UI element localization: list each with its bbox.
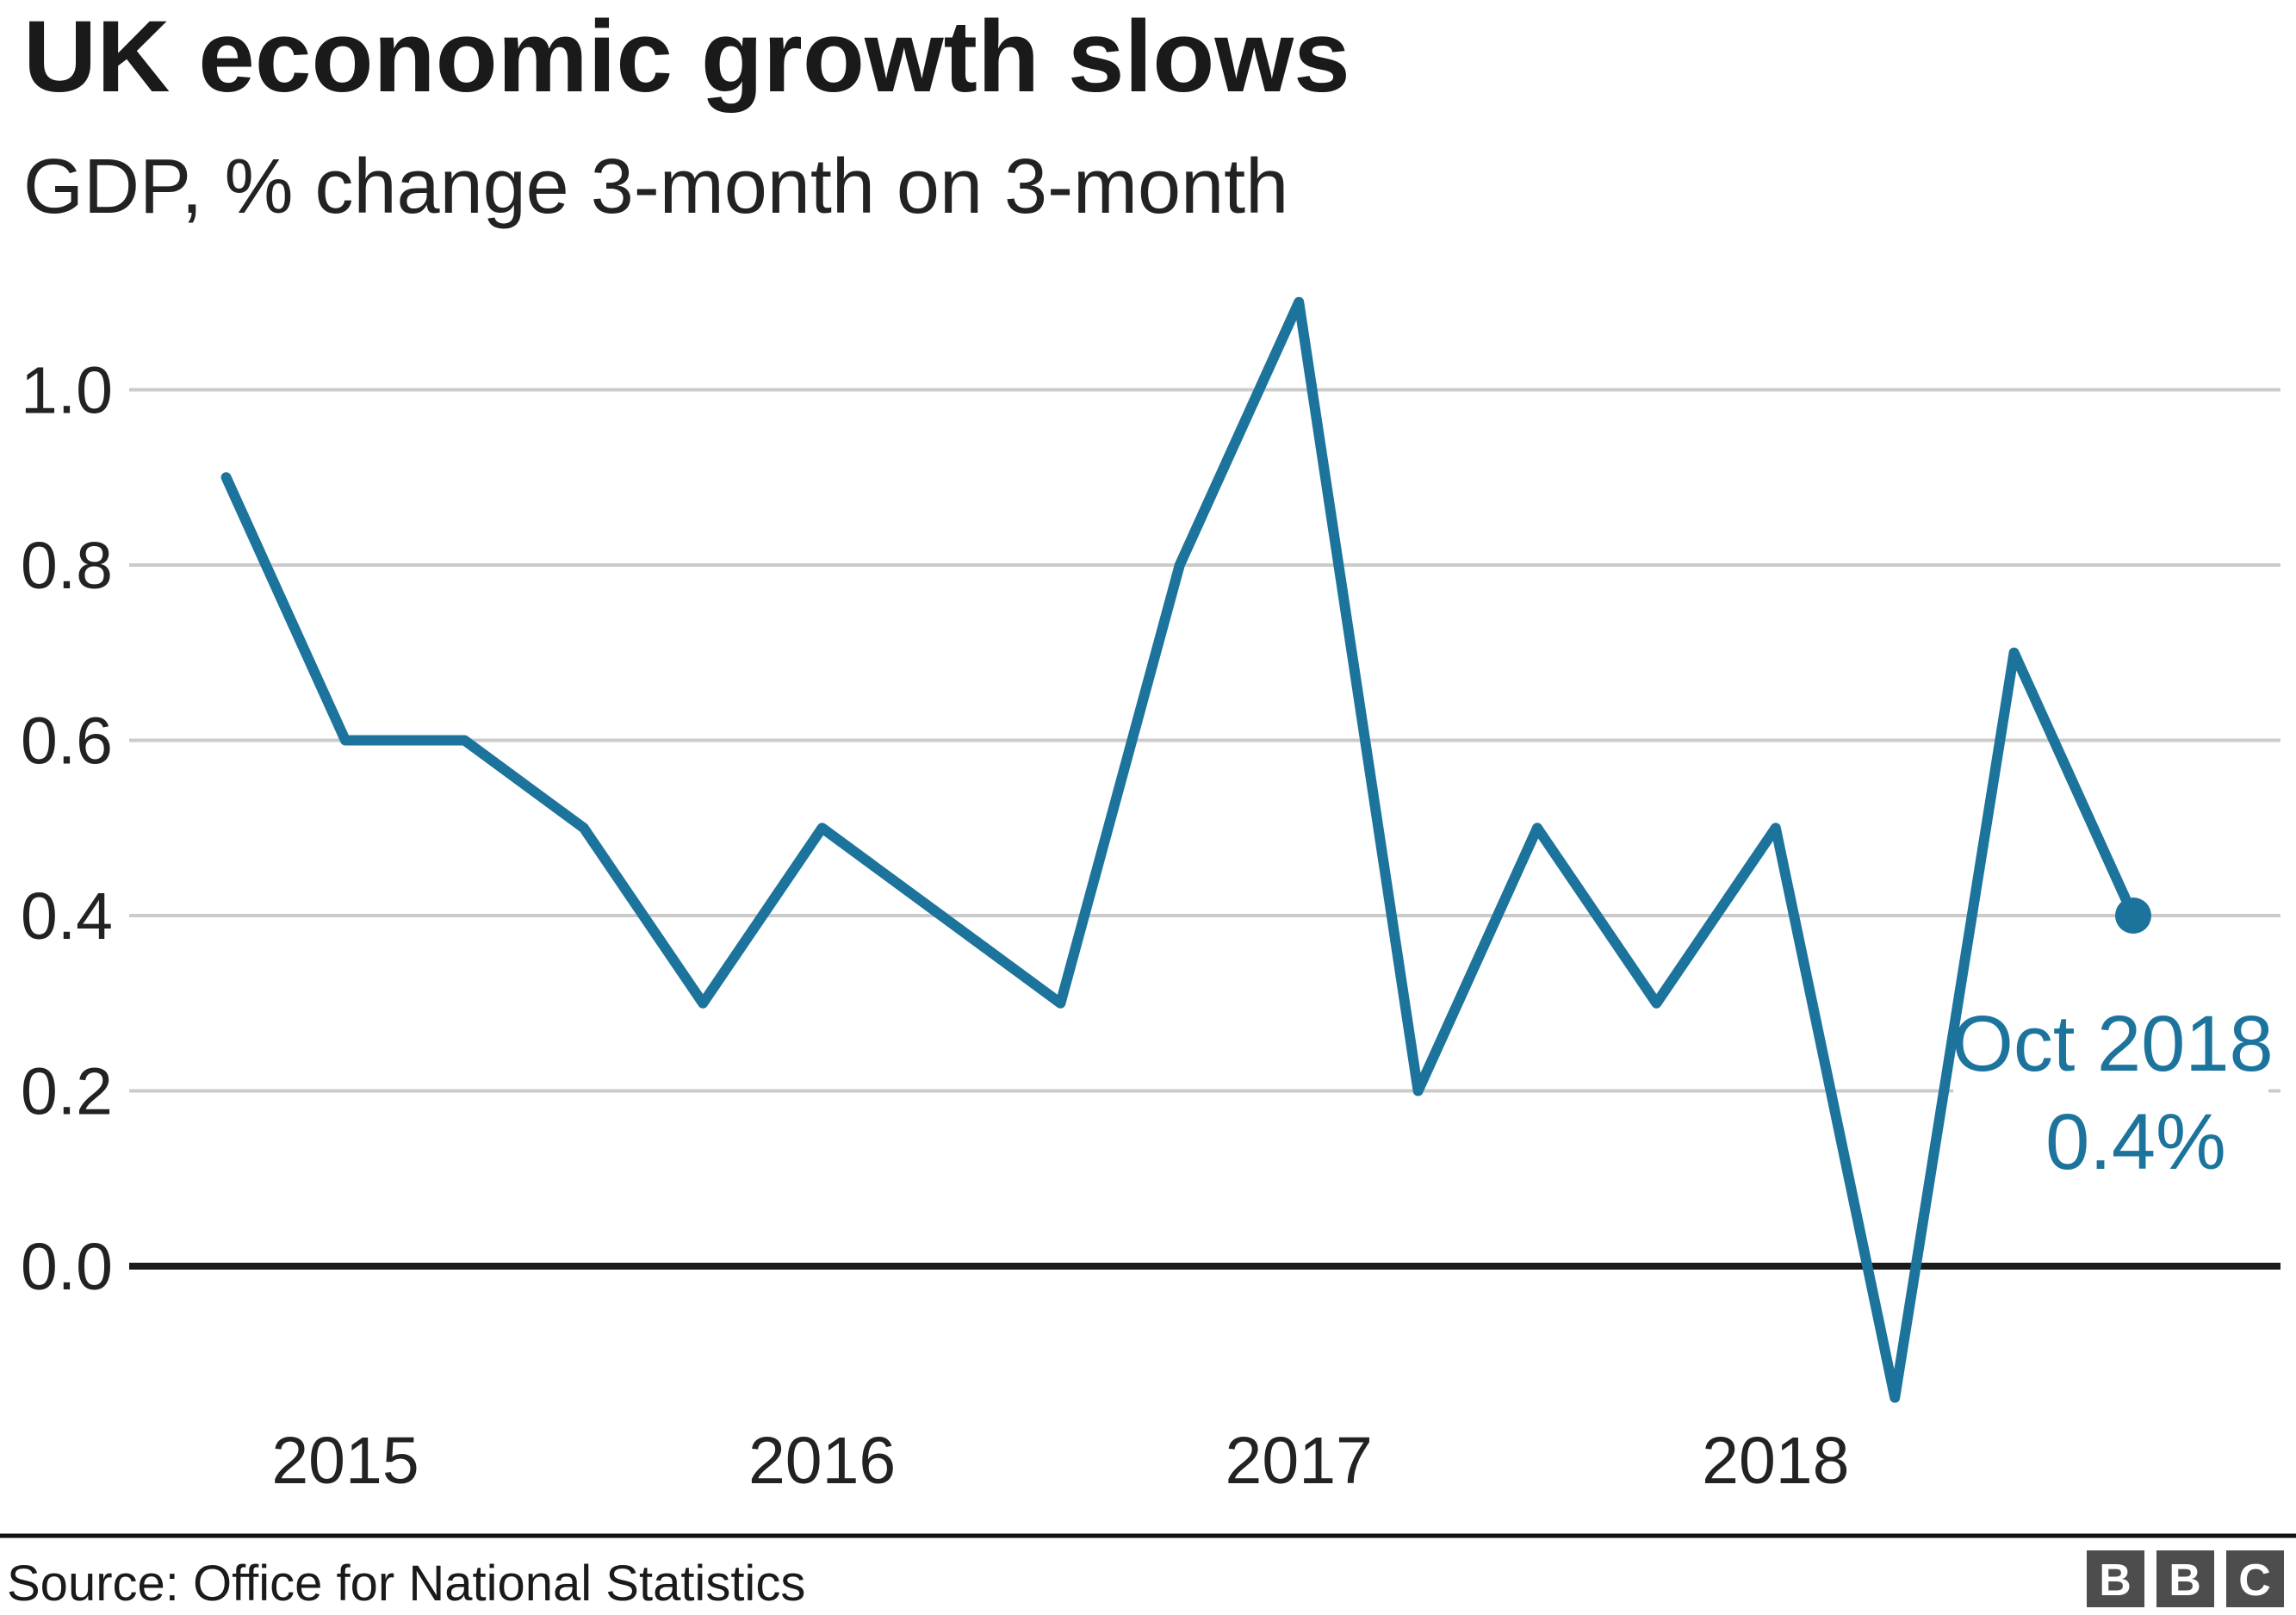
x-axis-labels: 2015 2016 2017 2018 — [271, 1424, 1849, 1498]
chart-title: UK economic growth slows — [23, 0, 1350, 114]
x-tick-label-2018: 2018 — [1702, 1424, 1849, 1498]
y-axis-labels: 0.0 0.2 0.4 0.6 0.8 1.0 — [21, 354, 113, 1305]
bbc-logo-square-2 — [2156, 1550, 2214, 1607]
y-tick-label-0.8: 0.8 — [21, 529, 113, 603]
y-tick-label-0.6: 0.6 — [21, 705, 113, 779]
x-tick-label-2016: 2016 — [748, 1424, 896, 1498]
gdp-line-series — [220, 296, 2138, 1403]
y-tick-label-0.0: 0.0 — [21, 1230, 113, 1304]
latest-point-marker — [2115, 898, 2151, 934]
bbc-logo: B B C — [2087, 1550, 2284, 1607]
bbc-logo-letter-b2: B — [2169, 1556, 2201, 1606]
source-text: Source: Office for National Statistics — [7, 1556, 805, 1612]
x-tick-label-2017: 2017 — [1226, 1424, 1373, 1498]
bbc-logo-letter-b1: B — [2099, 1556, 2132, 1606]
y-tick-label-1.0: 1.0 — [21, 354, 113, 428]
annotation-date-label: Oct 2018 — [1952, 1000, 2273, 1088]
gridlines — [129, 388, 2280, 1270]
annotation-background — [1953, 989, 2268, 1189]
bbc-logo-letter-c: C — [2238, 1556, 2271, 1606]
bbc-logo-square-3 — [2226, 1550, 2284, 1607]
y-tick-label-0.2: 0.2 — [21, 1055, 113, 1129]
bbc-logo-square-1 — [2087, 1550, 2144, 1607]
y-tick-label-0.4: 0.4 — [21, 879, 113, 953]
chart-subtitle: GDP, % change 3-month on 3-month — [23, 144, 1288, 230]
x-tick-label-2015: 2015 — [271, 1424, 419, 1498]
annotation-value-label: 0.4% — [2045, 1098, 2226, 1186]
